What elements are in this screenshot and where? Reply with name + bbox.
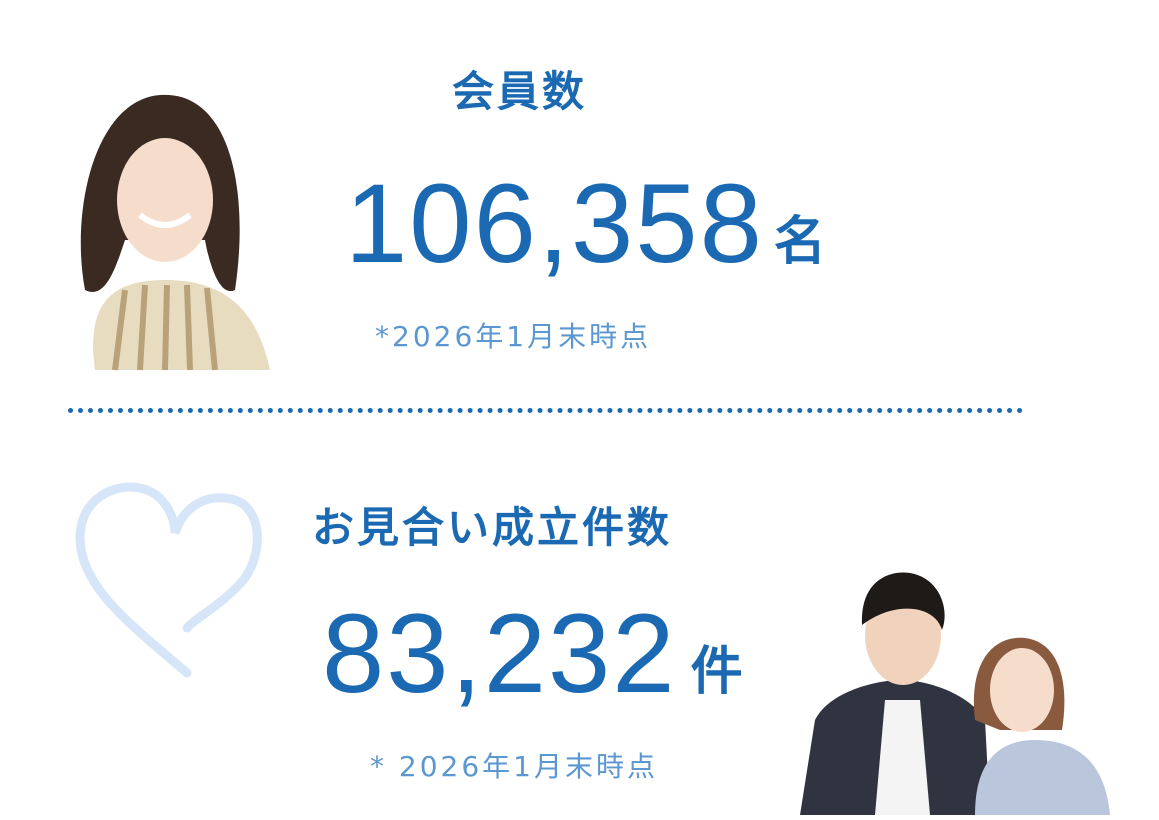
woman-photo	[80, 94, 270, 371]
matches-note: * 2026年1月末時点	[370, 750, 658, 783]
matches-unit: 件	[690, 641, 743, 702]
matches-count: 83,232 件	[322, 598, 743, 710]
members-unit: 名	[773, 211, 826, 272]
members-value: 106,358	[345, 161, 764, 286]
members-count: 106,358 名	[345, 168, 826, 280]
matches-heading: お見合い成立件数	[312, 503, 673, 552]
members-note: *2026年1月末時点	[375, 320, 652, 353]
dotted-divider	[68, 408, 1023, 413]
members-heading: 会員数	[452, 67, 588, 116]
couple-photo	[800, 572, 1110, 815]
matches-value: 83,232	[322, 591, 677, 716]
heart-outline-icon	[75, 482, 262, 678]
